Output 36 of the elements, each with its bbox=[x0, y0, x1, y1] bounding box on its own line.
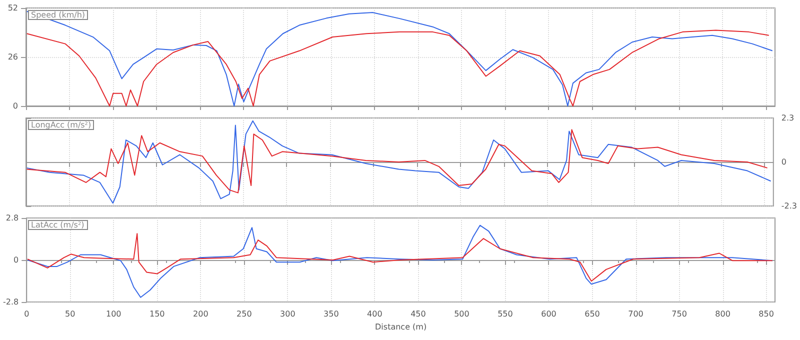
y2-tick-label: 0 bbox=[781, 158, 786, 166]
x-tick-label: 700 bbox=[628, 310, 644, 318]
x-tick-label: 750 bbox=[672, 310, 687, 318]
x-tick-label: 350 bbox=[324, 310, 339, 318]
y-tick-label: 2.8 bbox=[6, 214, 19, 222]
x-tick-label: 550 bbox=[498, 310, 513, 318]
y-tick-label: 0 bbox=[12, 102, 18, 110]
x-tick-label: 500 bbox=[454, 310, 470, 318]
x-tick-label: 0 bbox=[24, 310, 30, 318]
y-axis-title: Speed (km/h) bbox=[31, 10, 86, 20]
x-tick-label: 400 bbox=[367, 310, 382, 318]
y-tick-label: 0 bbox=[14, 256, 19, 264]
x-tick-label: 250 bbox=[236, 310, 252, 318]
line-series bbox=[26, 10, 773, 106]
x-tick-label: 100 bbox=[106, 310, 122, 318]
x-tick-label: 450 bbox=[410, 310, 426, 318]
y2-tick-label: 2.3 bbox=[781, 114, 794, 122]
x-tick-label: 150 bbox=[150, 310, 165, 318]
x-axis-title: Distance (m) bbox=[375, 322, 427, 332]
y2-tick-label: -2.3 bbox=[781, 202, 797, 210]
y-tick-label: 52 bbox=[8, 4, 18, 12]
y2-axis-title: LongAcc (m/s²) bbox=[31, 120, 92, 130]
line-series bbox=[26, 120, 772, 204]
y-tick-label: 26 bbox=[8, 52, 18, 62]
x-tick-label: 300 bbox=[280, 310, 296, 318]
line-series bbox=[26, 30, 770, 106]
x-tick-label: 650 bbox=[584, 310, 600, 318]
y-axis-title: LatAcc (m/s²) bbox=[31, 220, 84, 230]
x-tick-label: 800 bbox=[715, 310, 730, 318]
line-series bbox=[26, 233, 773, 282]
x-tick-label: 200 bbox=[193, 310, 208, 318]
x-tick-label: 50 bbox=[65, 310, 76, 318]
line-series bbox=[26, 129, 768, 194]
x-tick-label: 850 bbox=[758, 310, 774, 318]
y-tick-label: -2.8 bbox=[3, 298, 19, 306]
x-tick-label: 600 bbox=[541, 310, 556, 318]
